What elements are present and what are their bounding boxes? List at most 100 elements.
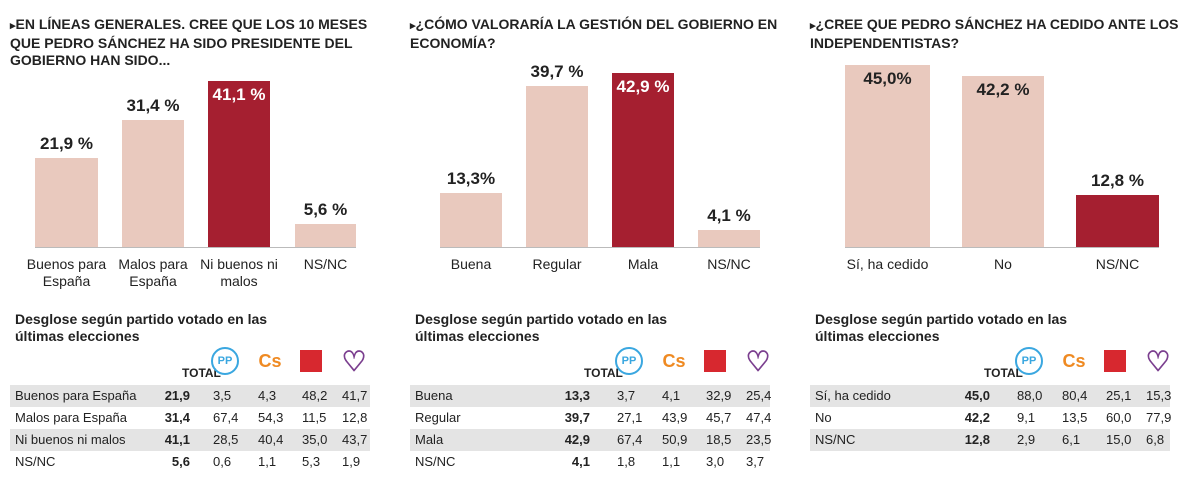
data-label: 42,2 % bbox=[976, 80, 1030, 100]
party-value: 13,5 bbox=[1062, 410, 1088, 425]
total-value: 21,9 bbox=[164, 388, 190, 403]
table-title: Desglose según partido votado en las últ… bbox=[415, 311, 668, 344]
data-label: 5,6 % bbox=[303, 200, 348, 220]
cs-logo-icon: Cs bbox=[258, 350, 282, 371]
table-title: Desglose según partido votado en las últ… bbox=[15, 311, 268, 344]
party-value: 50,9 bbox=[662, 432, 688, 447]
party-value: 67,4 bbox=[617, 432, 643, 447]
party-value: 40,4 bbox=[258, 432, 284, 447]
chart-panel: ¿Cómo valoraría la gestión del Gobierno … bbox=[400, 0, 800, 494]
party-value: 0,6 bbox=[213, 454, 232, 469]
baseline bbox=[35, 247, 356, 248]
bar bbox=[1076, 195, 1159, 247]
row-label: NS/NC bbox=[815, 432, 856, 447]
row-label: Malos para España bbox=[15, 410, 128, 425]
data-label: 21,9 % bbox=[40, 134, 93, 154]
bar bbox=[698, 230, 760, 247]
bar bbox=[35, 158, 98, 247]
category-label: NS/NC bbox=[303, 256, 348, 272]
category-label: Buena bbox=[450, 256, 492, 272]
party-value: 3,5 bbox=[213, 388, 232, 403]
category-label: Regular bbox=[532, 256, 582, 272]
total-value: 5,6 bbox=[171, 454, 190, 469]
party-value: 9,1 bbox=[1017, 410, 1036, 425]
total-value: 39,7 bbox=[564, 410, 590, 425]
table-row: Mala 42,9 67,4 50,9 18,5 23,5 bbox=[410, 429, 771, 451]
psoe-logo-icon bbox=[1104, 350, 1126, 372]
psoe-logo-icon bbox=[704, 350, 726, 372]
total-header: TOTAL bbox=[182, 366, 221, 380]
chart-panel: ¿Cree que Pedro Sánchez ha cedido ante l… bbox=[800, 0, 1200, 494]
pp-logo-icon: PP bbox=[1015, 347, 1043, 375]
party-value: 18,5 bbox=[706, 432, 732, 447]
row-label: NS/NC bbox=[415, 454, 456, 469]
psoe-logo-icon bbox=[300, 350, 322, 372]
chart-title: En líneas generales. Cree que los 10 mes… bbox=[10, 16, 390, 69]
pp-logo-icon: PP bbox=[211, 347, 239, 375]
category-label: Malos para España bbox=[118, 256, 188, 289]
total-value: 42,9 bbox=[564, 432, 590, 447]
party-value: 3,7 bbox=[746, 454, 765, 469]
total-value: 42,2 bbox=[964, 410, 990, 425]
data-label: 31,4 % bbox=[126, 95, 180, 115]
category-label: Sí, ha cedido bbox=[846, 256, 929, 272]
party-value: 43,9 bbox=[662, 410, 688, 425]
party-value: 27,1 bbox=[617, 410, 643, 425]
total-value: 13,3 bbox=[564, 388, 590, 403]
table-row: Buenos para España 21,9 3,5 4,3 48,2 41,7 bbox=[10, 385, 370, 407]
party-value: 23,5 bbox=[746, 432, 772, 447]
party-value: 45,7 bbox=[706, 410, 732, 425]
cs-logo-icon: Cs bbox=[1062, 350, 1086, 371]
podemos-logo-icon: ♡ bbox=[1145, 345, 1171, 377]
baseline bbox=[845, 247, 1159, 248]
party-value: 25,1 bbox=[1106, 388, 1132, 403]
party-value: 15,3 bbox=[1146, 388, 1172, 403]
podemos-logo-icon: ♡ bbox=[341, 345, 367, 377]
data-label: 45,0% bbox=[863, 68, 912, 88]
party-value: 47,4 bbox=[746, 410, 772, 425]
party-value: 4,3 bbox=[258, 388, 277, 403]
cs-logo-icon: Cs bbox=[662, 350, 686, 371]
data-label: 13,3% bbox=[446, 169, 496, 189]
data-label: 12,8 % bbox=[1091, 171, 1144, 191]
bar bbox=[122, 119, 184, 247]
pp-logo-icon: PP bbox=[615, 347, 643, 375]
party-value: 6,1 bbox=[1062, 432, 1081, 447]
party-value: 88,0 bbox=[1017, 388, 1043, 403]
party-value: 1,1 bbox=[258, 454, 277, 469]
party-value: 25,4 bbox=[746, 388, 772, 403]
row-label: No bbox=[815, 410, 832, 425]
table-row: No 42,2 9,1 13,5 60,0 77,9 bbox=[810, 407, 1171, 429]
category-label: NS/NC bbox=[1095, 256, 1140, 272]
row-label: Buenos para España bbox=[15, 388, 137, 403]
total-value: 4,1 bbox=[571, 454, 590, 469]
category-label: Mala bbox=[627, 256, 659, 272]
party-value: 48,2 bbox=[302, 388, 328, 403]
party-value: 67,4 bbox=[213, 410, 239, 425]
party-value: 11,5 bbox=[302, 410, 327, 425]
category-label: No bbox=[994, 256, 1012, 272]
party-value: 1,9 bbox=[342, 454, 361, 469]
party-value: 1,1 bbox=[662, 454, 681, 469]
party-value: 1,8 bbox=[617, 454, 636, 469]
row-label: Mala bbox=[415, 432, 444, 447]
total-header: TOTAL bbox=[984, 366, 1023, 380]
table-title: Desglose según partido votado en las últ… bbox=[815, 311, 1068, 344]
total-value: 31,4 bbox=[164, 410, 190, 425]
table-row: Malos para España 31,4 67,4 54,3 11,5 12,8 bbox=[10, 407, 370, 429]
podemos-logo-icon: ♡ bbox=[745, 345, 771, 377]
table-row: Buena 13,3 3,7 4,1 32,9 25,4 bbox=[410, 385, 771, 407]
row-label: Regular bbox=[415, 410, 461, 425]
data-label: 39,7 % bbox=[530, 62, 584, 82]
table-row: Regular 39,7 27,1 43,9 45,7 47,4 bbox=[410, 407, 771, 429]
party-value: 5,3 bbox=[302, 454, 321, 469]
party-value: 41,7 bbox=[342, 388, 368, 403]
total-value: 45,0 bbox=[964, 388, 990, 403]
chart-panel: En líneas generales. Cree que los 10 mes… bbox=[0, 0, 400, 494]
party-value: 80,4 bbox=[1062, 388, 1088, 403]
row-label: Buena bbox=[415, 388, 453, 403]
party-value: 35,0 bbox=[302, 432, 328, 447]
bar bbox=[295, 224, 356, 247]
table-row: Ni buenos ni malos 41,1 28,5 40,4 35,0 43,7 bbox=[10, 429, 370, 451]
party-value: 54,3 bbox=[258, 410, 284, 425]
